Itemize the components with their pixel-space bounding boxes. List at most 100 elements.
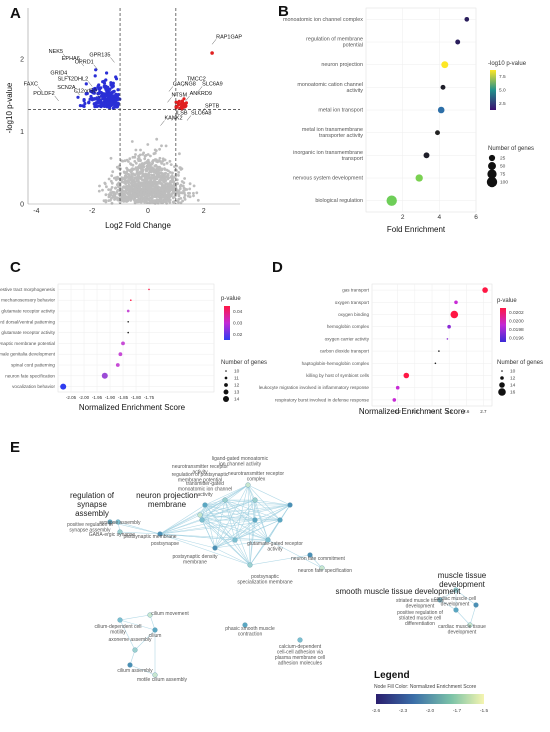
network-node-label: neurotransmitter receptor xyxy=(172,464,228,470)
x-tick-label: -1.85 xyxy=(118,395,129,400)
down-point xyxy=(107,92,111,96)
x-tick-label: 2 xyxy=(202,208,206,215)
network-node xyxy=(437,597,443,603)
ns-point xyxy=(149,154,152,158)
color-legend-tick: 2.5 xyxy=(499,101,506,107)
network-legend-tick-2: -2.0 xyxy=(426,708,435,714)
category-label: haptoglobin-hemoglobin complex xyxy=(302,361,370,366)
network-node xyxy=(152,672,158,678)
down-point xyxy=(95,104,99,109)
ns-point xyxy=(151,192,154,196)
color-legend-tick: 0.02 xyxy=(233,332,243,338)
ns-point xyxy=(163,193,167,197)
network-edge xyxy=(267,539,323,569)
ns-point xyxy=(165,186,169,190)
ns-point xyxy=(124,171,128,175)
network-node-label: positive regulation of xyxy=(397,610,443,616)
ns-point xyxy=(164,144,168,148)
ns-point xyxy=(161,177,164,180)
network-edge xyxy=(214,504,291,549)
ns-point xyxy=(146,153,150,156)
network-node xyxy=(132,647,138,653)
gene-leader-8 xyxy=(75,89,80,96)
network-edge xyxy=(201,504,291,521)
ns-point xyxy=(117,181,121,185)
x-tick-label: -1.95 xyxy=(92,395,103,400)
ns-point xyxy=(179,168,183,171)
network-edge xyxy=(199,504,291,516)
size-legend-label: 100 xyxy=(500,180,508,186)
data-point xyxy=(454,300,458,305)
size-legend-dot xyxy=(488,162,496,170)
ns-point xyxy=(192,191,195,195)
category-label: embryonic digestive tract morphogenesis xyxy=(0,287,56,292)
ns-point xyxy=(109,193,113,197)
ns-point xyxy=(173,165,176,169)
ns-point xyxy=(164,179,168,182)
color-legend-bar xyxy=(490,70,496,110)
color-legend-tick: 7.5 xyxy=(499,74,506,80)
ns-point xyxy=(114,186,118,190)
network-node xyxy=(453,607,459,613)
ns-point xyxy=(156,192,159,196)
gene-label: SPTB xyxy=(205,103,220,109)
ns-point xyxy=(158,147,162,151)
panel-b-size-legend-title: Number of genes xyxy=(488,146,534,152)
ns-point xyxy=(188,191,192,195)
gene-leader-4 xyxy=(37,86,43,92)
ns-point xyxy=(139,148,142,152)
network-edge xyxy=(134,629,156,651)
network-edge xyxy=(204,504,216,549)
data-point xyxy=(450,310,459,319)
down-point xyxy=(76,95,80,99)
gene-label: CACNG8 xyxy=(173,81,196,87)
y-tick-label: 2 xyxy=(20,56,24,63)
network-header-muscle-1: muscle tissue xyxy=(438,571,487,580)
network-node xyxy=(147,612,153,618)
network-edge xyxy=(201,499,226,521)
down-point xyxy=(94,88,98,92)
gene-label: RAP1GAP xyxy=(216,34,242,40)
ns-point xyxy=(151,160,154,163)
ns-point xyxy=(160,191,164,195)
ns-point xyxy=(145,194,149,198)
down-point xyxy=(89,94,93,99)
data-point xyxy=(130,299,132,302)
down-point xyxy=(97,86,101,90)
network-legend-gradient xyxy=(376,694,484,704)
category-label: potential xyxy=(343,43,363,49)
network-node xyxy=(297,637,303,643)
ns-point xyxy=(149,177,153,181)
size-legend-label: 16 xyxy=(510,390,516,396)
network-node xyxy=(252,517,258,523)
ns-point xyxy=(118,164,121,168)
ns-point xyxy=(169,183,173,187)
gene-leader-17 xyxy=(171,115,176,121)
category-label: respiratory burst involved in defense re… xyxy=(275,397,369,402)
network-edge xyxy=(254,519,269,541)
ns-point xyxy=(138,177,142,180)
ns-point xyxy=(145,201,149,204)
network-edge xyxy=(247,484,281,521)
ns-point xyxy=(154,164,158,167)
ns-point xyxy=(141,153,145,156)
ns-point xyxy=(169,187,173,190)
network-node xyxy=(252,497,258,503)
network-node xyxy=(307,552,313,558)
network-node-label: ligand-gated monoatomic xyxy=(212,456,269,462)
network-node-label: postsynaptic membrane xyxy=(123,534,176,540)
network-node-label: neuron fate commitment xyxy=(291,556,346,562)
color-legend-tick: 0.0198 xyxy=(509,327,524,333)
ns-point xyxy=(135,170,139,174)
y-tick-label: 0 xyxy=(20,202,24,209)
network-edge xyxy=(214,539,236,549)
data-point xyxy=(434,362,437,365)
gene-leader-11 xyxy=(182,81,187,87)
network-node-label: positive regulation of xyxy=(67,522,113,528)
category-label: metal ion transmembrane xyxy=(302,127,363,133)
ns-point xyxy=(146,186,150,190)
ns-point xyxy=(121,198,124,201)
gene-label: EPHA6 xyxy=(62,56,80,62)
